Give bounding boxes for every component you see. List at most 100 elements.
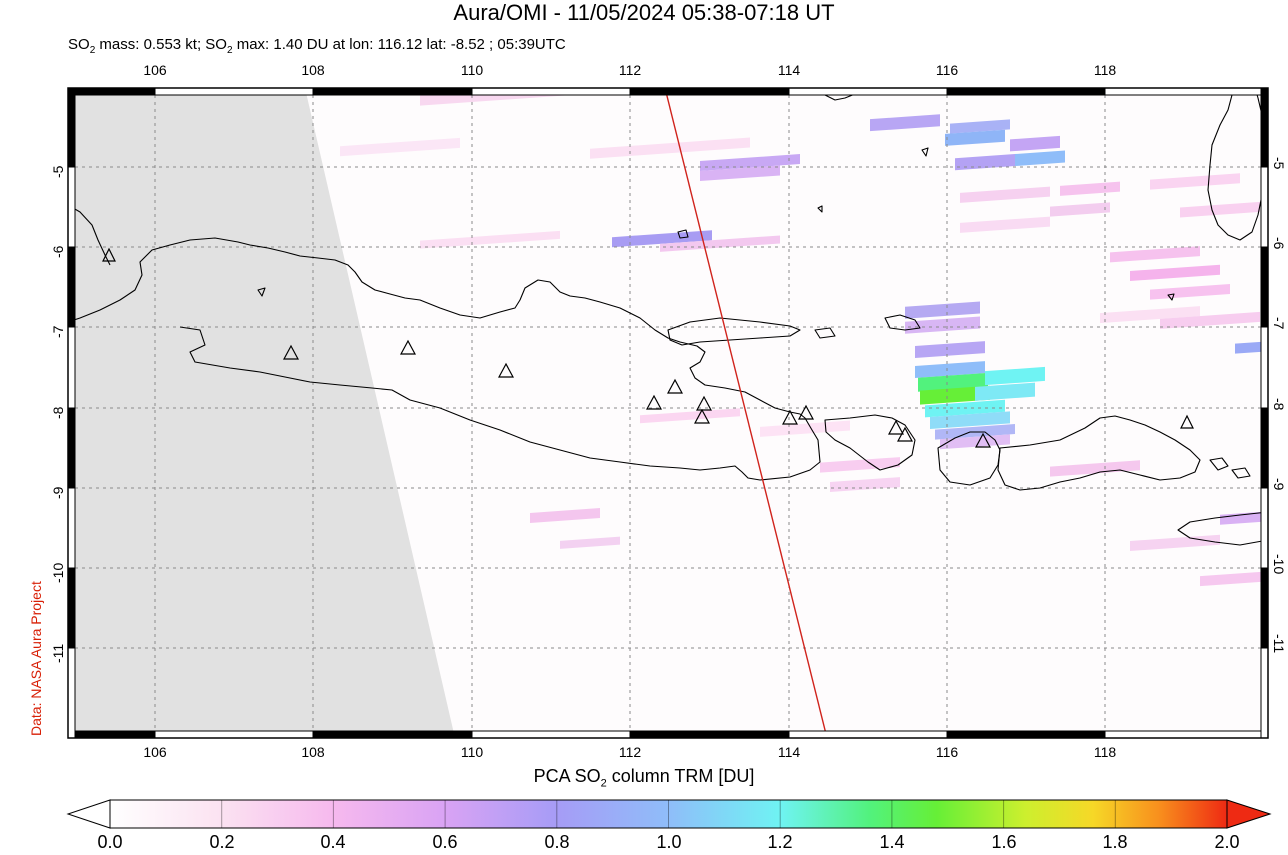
so2-pixel [905, 316, 980, 334]
volcano-icon [695, 395, 713, 411]
frame-segment [67, 567, 76, 649]
colorbar-tick: 0.2 [209, 832, 235, 852]
so2-pixel [950, 119, 1010, 134]
so2-pixels [340, 22, 1268, 587]
volcano-icon [645, 394, 663, 410]
so2-pixel [760, 420, 850, 437]
so2-pixel [1130, 264, 1220, 281]
lat-tick: -8 [1271, 398, 1287, 411]
so2-pixel [960, 216, 1050, 233]
so2-pixel [420, 230, 560, 249]
volcano-markers [102, 247, 1194, 448]
small-island-6 [814, 327, 836, 339]
small-island-5 [1231, 467, 1251, 479]
volcano-icon [102, 247, 116, 262]
lon-tick: 106 [143, 744, 167, 760]
bali-coastline [824, 414, 916, 471]
karimunjawa-coastline [257, 287, 266, 297]
lon-tick: 114 [777, 744, 801, 760]
so2-pixel [930, 411, 1010, 429]
so2-pixel [1220, 511, 1268, 525]
frame-segment [67, 87, 76, 168]
frame-segment [1260, 246, 1269, 328]
so2-pixel [820, 457, 900, 473]
so2-pixel [985, 366, 1045, 386]
lon-tick: 108 [301, 744, 325, 760]
frame-segment [67, 407, 76, 489]
orbit-track [664, 88, 828, 738]
bawean-coastline [677, 229, 689, 239]
so2-pixel [915, 341, 985, 359]
lat-tick: -7 [1271, 317, 1287, 330]
frame-segment [1260, 326, 1269, 409]
so2-pixel [660, 235, 780, 252]
volcano-icon [497, 362, 515, 378]
so2-pixel [640, 408, 740, 424]
so2-pixel [955, 154, 1015, 171]
frame-segment [67, 647, 76, 739]
lon-tick: 116 [935, 62, 959, 78]
lon-tick: 110 [460, 744, 484, 760]
frame-segment [946, 730, 1106, 739]
small-island-3 [1167, 293, 1175, 301]
lon-tick: 116 [935, 744, 959, 760]
madura-coastline [667, 317, 801, 346]
so2-pixel [960, 186, 1050, 203]
so2-pixel [945, 129, 1005, 146]
so2-pixel [700, 154, 800, 172]
lat-tick: -10 [50, 562, 66, 583]
lat-tick: -8 [50, 406, 66, 419]
colorbar-tick: 0.6 [432, 832, 458, 852]
frame-segment [1260, 647, 1269, 739]
so2-pixel [1050, 460, 1140, 477]
so2-pixel [1200, 571, 1268, 587]
map-title: Aura/OMI - 11/05/2024 05:38-07:18 UT [453, 0, 835, 25]
frame-segment [788, 87, 948, 96]
so2-pixel [915, 361, 985, 379]
lat-tick: -5 [50, 165, 66, 178]
so2-pixel [1040, 22, 1120, 36]
map-subtitle: SO2 mass: 0.553 kt; SO2 max: 1.40 DU at … [68, 36, 566, 56]
colorbar-max-arrow [1226, 799, 1272, 829]
so2-pixel [1015, 150, 1065, 167]
frame-segment [67, 730, 156, 739]
colorbar-tick: 2.0 [1214, 832, 1240, 852]
frame-segment [1260, 87, 1269, 168]
frame-segment [788, 730, 948, 739]
frame-segment [1104, 87, 1269, 96]
small-island-2 [817, 205, 823, 213]
volcano-icon [1180, 414, 1194, 429]
frame-segment [67, 87, 156, 96]
so2-pixel [1010, 135, 1060, 152]
lat-tick: -6 [1271, 237, 1287, 250]
colorbar-tick: 1.8 [1102, 832, 1128, 852]
graticule [68, 88, 1268, 738]
frame-segment [312, 730, 473, 739]
frame-segment [629, 87, 790, 96]
colorbar [66, 799, 1272, 829]
so2-pixel [1110, 246, 1200, 263]
lon-tick: 112 [618, 62, 642, 78]
coastlines [68, 88, 1268, 546]
volcano-icon [974, 432, 992, 448]
lon-tick: 106 [143, 62, 167, 78]
colorbar-tick: 0.8 [544, 832, 570, 852]
volcano-icon [781, 409, 799, 425]
frame-segment [67, 487, 76, 569]
so2-pixel [1110, 66, 1200, 82]
colorbar-label: PCA SO2 column TRM [DU] [533, 766, 755, 790]
lon-tick: 110 [460, 62, 484, 78]
frame-segment [67, 246, 76, 328]
volcano-icon [896, 426, 914, 442]
colorbar-tick: 0.4 [320, 832, 346, 852]
so2-pixel [1100, 306, 1200, 324]
so2-pixel [340, 137, 460, 157]
lon-tick: 118 [1093, 744, 1117, 760]
frame-segment [1260, 166, 1269, 248]
no-data-region [68, 88, 455, 738]
so2-pixel [1235, 341, 1268, 354]
lon-tick: 114 [777, 62, 801, 78]
volcano-icon [399, 339, 417, 355]
lat-tick: -10 [1271, 554, 1287, 575]
